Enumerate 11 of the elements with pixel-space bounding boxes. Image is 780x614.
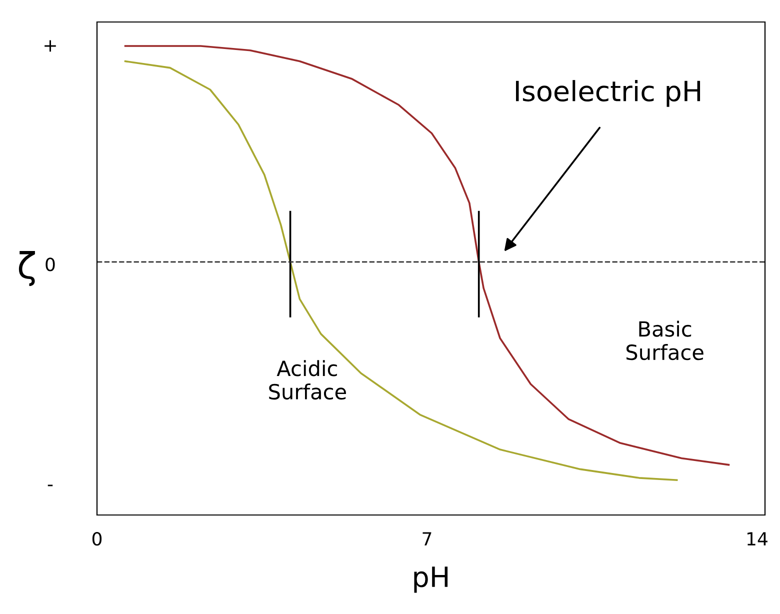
y-axis-title: ζ: [18, 250, 35, 286]
x-tick-label: 0: [92, 532, 102, 546]
annotation: Isoelectric pH: [516, 80, 700, 107]
text: -: [48, 484, 53, 486]
x-axis-title: pH: [414, 566, 448, 593]
x-tick-label: 14: [747, 532, 768, 546]
annotation: Acidic Surface: [269, 360, 346, 400]
text: 0: [46, 258, 55, 272]
annotation: Basic Surface: [626, 320, 704, 360]
x-tick-label: 7: [422, 532, 432, 546]
text: +: [44, 40, 56, 52]
